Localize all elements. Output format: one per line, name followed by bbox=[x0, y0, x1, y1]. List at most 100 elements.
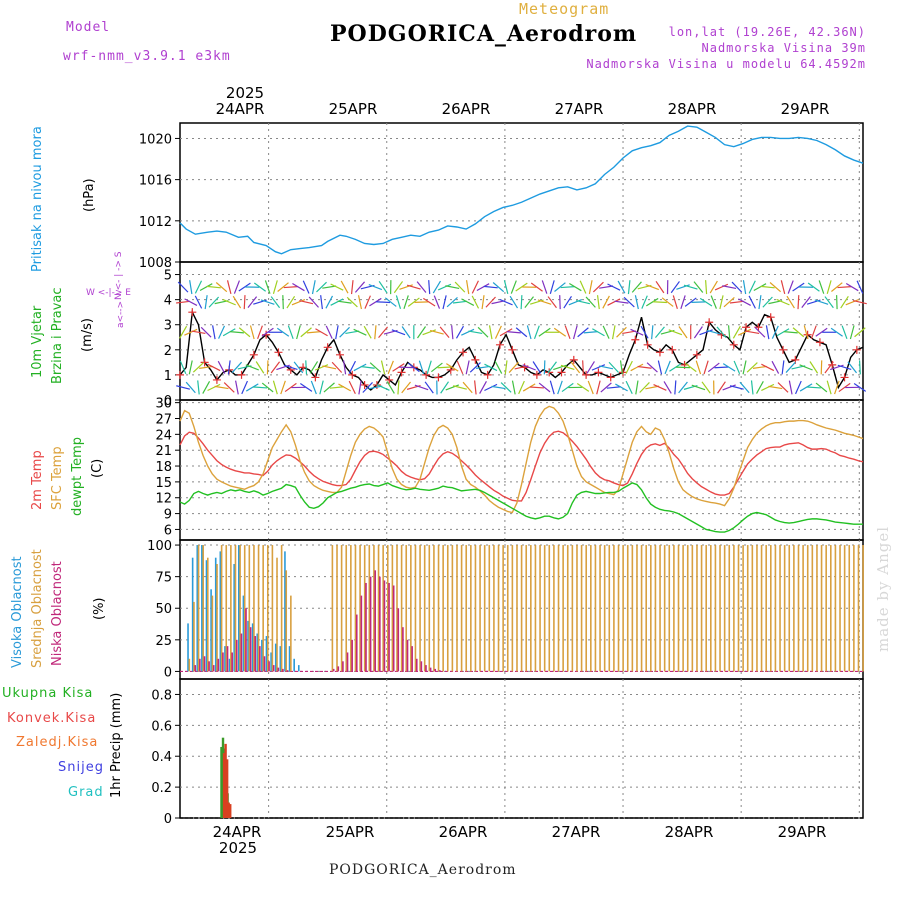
wind-speed-marker bbox=[606, 373, 615, 382]
wind-arrow bbox=[670, 281, 680, 294]
wind-arrow bbox=[455, 325, 464, 339]
wind-arrow bbox=[678, 326, 688, 339]
station-title: PODGORICA_Aerodrom bbox=[330, 21, 638, 47]
wind-arrow bbox=[705, 280, 708, 295]
cloud-bar-1 bbox=[774, 545, 777, 672]
cloud-bar-1 bbox=[686, 545, 689, 672]
wind-arrow bbox=[549, 280, 555, 294]
cloud-bar-1 bbox=[857, 545, 860, 672]
wind-arrow bbox=[348, 380, 356, 395]
model-name: wrf-nmm_v3.9.1 e3km bbox=[63, 49, 231, 64]
wind-arrow bbox=[453, 385, 467, 390]
wind-arrow bbox=[492, 282, 505, 293]
wind-arrow bbox=[625, 360, 633, 374]
wind-speed-marker bbox=[655, 348, 664, 357]
cloud-bar-1 bbox=[331, 545, 334, 672]
cloud-bar-1 bbox=[276, 557, 278, 672]
cloud-bar-1 bbox=[760, 545, 763, 672]
wind-arrow bbox=[243, 295, 246, 310]
temperature-ytick-label: 15 bbox=[155, 476, 172, 491]
cloud-bar-0 bbox=[256, 633, 259, 672]
wind-arrow bbox=[554, 282, 566, 292]
wind-arrow bbox=[337, 300, 352, 304]
wind-arrow bbox=[684, 362, 697, 373]
wind-speed-marker bbox=[643, 340, 652, 349]
wind-speed-marker bbox=[459, 348, 468, 357]
wind-arrow bbox=[484, 383, 498, 392]
cloud-bar-1 bbox=[262, 545, 264, 672]
wind-arrow bbox=[403, 295, 409, 309]
wind-arrow bbox=[462, 381, 473, 394]
cloud-bar-1 bbox=[594, 545, 597, 672]
wind-arrow bbox=[446, 363, 459, 372]
wind-arrow bbox=[661, 297, 674, 307]
wind-arrow bbox=[331, 361, 343, 373]
cloud-bar-2 bbox=[203, 656, 206, 672]
cloud-bar-2 bbox=[355, 614, 358, 672]
wind-arrow bbox=[853, 383, 867, 392]
wind-arrow bbox=[803, 325, 809, 340]
wind-arrow bbox=[422, 329, 436, 336]
wind-arrow bbox=[270, 361, 281, 374]
cloud-bar-2 bbox=[383, 580, 386, 672]
wind-arrow bbox=[481, 295, 485, 310]
wind-arrow bbox=[428, 280, 431, 295]
wind-arrow bbox=[611, 325, 616, 340]
cloud-bar-1 bbox=[197, 545, 200, 672]
wind-arrow bbox=[854, 327, 866, 338]
cloud-bar-2 bbox=[406, 639, 409, 672]
wind-arrow bbox=[756, 381, 764, 394]
wind-arrow bbox=[792, 282, 805, 292]
cloud-bar-1 bbox=[539, 545, 541, 672]
cloud-bar-1 bbox=[396, 545, 398, 672]
cloud-bar-1 bbox=[820, 545, 823, 672]
wind-arrow bbox=[748, 280, 756, 294]
wind-arrow bbox=[214, 385, 229, 390]
pressure-frame bbox=[179, 122, 864, 263]
wind-arrow bbox=[849, 325, 855, 340]
cloud-bar-1 bbox=[576, 545, 578, 672]
legend-hail: Grad bbox=[68, 785, 104, 800]
wind-arrow bbox=[599, 365, 614, 370]
cloud-bar-1 bbox=[585, 545, 588, 672]
wind-arrow bbox=[471, 295, 480, 309]
wind-speed-marker bbox=[212, 375, 221, 384]
cloud-bar-0 bbox=[214, 557, 217, 672]
wind-arrow bbox=[357, 295, 363, 310]
cloud-bar-2 bbox=[263, 656, 266, 672]
wind-arrow bbox=[315, 328, 328, 337]
clouds-ytick-label: 100 bbox=[147, 539, 172, 554]
cloud-bar-1 bbox=[673, 545, 675, 672]
cloud-bar-2 bbox=[212, 665, 215, 672]
cloud-bar-2 bbox=[392, 585, 395, 672]
wind-arrow bbox=[360, 365, 375, 369]
wind-arrow bbox=[563, 295, 572, 309]
wind-arrow bbox=[200, 326, 212, 338]
wind-arrow bbox=[729, 300, 744, 304]
wind-arrow bbox=[325, 325, 333, 339]
cloud-bar-1 bbox=[622, 545, 624, 672]
cloud-bar-1 bbox=[285, 570, 288, 672]
wind-arrow bbox=[727, 325, 731, 340]
bottom-date-1: 25APR bbox=[326, 823, 375, 841]
wind-arrow bbox=[623, 296, 635, 308]
cloud-bar-0 bbox=[219, 551, 222, 672]
cloud-bar-1 bbox=[677, 545, 680, 672]
wind-speed-marker bbox=[360, 380, 369, 389]
wind-arrow bbox=[722, 363, 736, 372]
wind-arrow bbox=[212, 325, 216, 340]
wind-arrow bbox=[418, 360, 425, 375]
cloud-bar-1 bbox=[377, 545, 380, 672]
wind-arrow bbox=[750, 380, 754, 395]
wind-arrow bbox=[600, 382, 612, 393]
cloud-bar-0 bbox=[237, 545, 240, 672]
wind-arrow bbox=[192, 362, 204, 373]
cloud-bar-1 bbox=[834, 545, 837, 672]
legend-freezing-rain: Zaledj.Kisa bbox=[16, 735, 99, 750]
wind-arrow bbox=[277, 282, 289, 292]
wind-arrow bbox=[354, 281, 366, 293]
wind-arrow bbox=[572, 325, 578, 340]
clouds-ytick-label: 75 bbox=[155, 571, 172, 586]
wind-arrow bbox=[406, 284, 421, 290]
